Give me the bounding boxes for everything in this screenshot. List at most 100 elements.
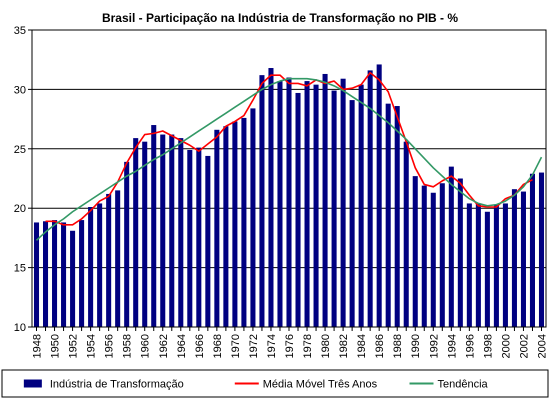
legend: Indústria de Transformação Média Móvel Tr… bbox=[1, 369, 549, 398]
bar-1983 bbox=[349, 100, 355, 327]
bar-1992 bbox=[430, 192, 436, 327]
bar-1968 bbox=[214, 129, 220, 327]
y-tick-label: 20 bbox=[14, 203, 26, 215]
y-tick-label: 10 bbox=[14, 322, 26, 334]
bar-1989 bbox=[403, 141, 409, 327]
x-tick-label: 1962 bbox=[158, 334, 170, 358]
bar-1952 bbox=[70, 230, 76, 327]
bar-1962 bbox=[160, 134, 166, 327]
bar-1959 bbox=[133, 138, 139, 327]
x-tick-label: 1952 bbox=[68, 334, 80, 358]
bar-1965 bbox=[187, 149, 193, 327]
x-tick-label: 1992 bbox=[428, 334, 440, 358]
bar-2001 bbox=[511, 189, 517, 327]
line-series bbox=[35, 71, 543, 241]
x-tick-label: 1968 bbox=[212, 334, 224, 358]
bar-1954 bbox=[88, 207, 94, 327]
bar-1974 bbox=[268, 68, 274, 328]
bar-1970 bbox=[232, 121, 238, 327]
x-tick-label: 1970 bbox=[230, 334, 242, 358]
bar-1975 bbox=[277, 81, 283, 327]
bar-1972 bbox=[250, 108, 256, 328]
bar-1953 bbox=[79, 220, 85, 327]
bar-1956 bbox=[106, 193, 112, 327]
bar-1950 bbox=[52, 220, 58, 327]
x-tick-label: 1980 bbox=[320, 334, 332, 358]
bar-1981 bbox=[331, 90, 337, 327]
x-tick-label: 2002 bbox=[518, 334, 530, 358]
bar-1964 bbox=[178, 138, 184, 327]
bar-1998 bbox=[484, 211, 490, 327]
bar-1980 bbox=[322, 73, 328, 328]
bar-1982 bbox=[340, 78, 346, 327]
bar-2002 bbox=[520, 191, 526, 327]
bar-series bbox=[33, 64, 545, 328]
x-tick-label: 1950 bbox=[50, 334, 62, 358]
x-tick-label: 1960 bbox=[140, 334, 152, 358]
x-tick-label: 1964 bbox=[176, 334, 188, 358]
x-tick-label: 1984 bbox=[356, 334, 368, 358]
bar-1949 bbox=[43, 221, 49, 327]
bar-1990 bbox=[412, 176, 418, 327]
y-tick-label: 30 bbox=[14, 84, 26, 96]
x-tick-label: 1976 bbox=[284, 334, 296, 358]
bar-1996 bbox=[466, 203, 472, 327]
bar-1986 bbox=[376, 64, 382, 328]
bar-1955 bbox=[97, 203, 103, 327]
bar-1993 bbox=[439, 183, 445, 327]
bar-2000 bbox=[502, 203, 508, 327]
x-tick-label: 1998 bbox=[482, 334, 494, 358]
legend-label: Tendência bbox=[438, 379, 489, 391]
y-tick-label: 25 bbox=[14, 144, 26, 156]
axes: 10 15 20 25 30 35 1948 1950 1952 1954 1956 1958 1960… bbox=[14, 25, 549, 358]
bar-1948 bbox=[33, 222, 40, 327]
y-tick-label: 15 bbox=[14, 263, 26, 275]
x-tick-label: 1994 bbox=[446, 334, 458, 358]
bar-1994 bbox=[448, 166, 454, 327]
bar-1969 bbox=[223, 126, 229, 327]
bar-1961 bbox=[151, 125, 157, 327]
bar-1958 bbox=[124, 161, 130, 327]
bar-1960 bbox=[142, 141, 148, 327]
x-tick-label: 1954 bbox=[86, 334, 98, 358]
bar-1978 bbox=[304, 81, 310, 327]
bar-1951 bbox=[61, 222, 67, 327]
bar-2003 bbox=[529, 173, 535, 327]
bar-2004 bbox=[538, 172, 545, 327]
x-tick-label: 1966 bbox=[194, 334, 206, 358]
bar-1999 bbox=[493, 204, 499, 327]
x-tick-label: 1986 bbox=[374, 334, 386, 358]
x-tick-label: 1988 bbox=[392, 334, 404, 358]
x-tick-label: 1982 bbox=[338, 334, 350, 358]
bar-1987 bbox=[385, 103, 391, 327]
bar-1957 bbox=[115, 190, 121, 327]
legend-swatch bbox=[23, 379, 42, 388]
series-line-tendencia bbox=[35, 77, 543, 241]
x-tick-label: 1990 bbox=[410, 334, 422, 358]
bar-1985 bbox=[367, 70, 373, 327]
bar-1971 bbox=[241, 117, 247, 327]
x-tick-label: 1958 bbox=[122, 334, 134, 358]
y-tick-label: 35 bbox=[14, 25, 26, 37]
bar-1995 bbox=[457, 178, 463, 327]
legend-label: Média Móvel Três Anos bbox=[263, 379, 378, 391]
x-tick-label: 1972 bbox=[248, 334, 260, 358]
bar-1967 bbox=[205, 155, 211, 327]
bar-1991 bbox=[421, 185, 427, 327]
bar-1997 bbox=[475, 203, 481, 327]
bar-1988 bbox=[394, 106, 400, 327]
bar-1976 bbox=[286, 77, 292, 328]
chart-title: Brasil - Participação na Indústria de Tr… bbox=[102, 11, 458, 25]
x-tick-label: 1956 bbox=[104, 334, 116, 358]
series-line-media-movel-tres-anos bbox=[45, 71, 533, 226]
bar-1973 bbox=[259, 75, 265, 327]
x-tick-label: 1978 bbox=[302, 334, 314, 358]
bar-1984 bbox=[358, 84, 364, 327]
x-tick-label: 1974 bbox=[266, 334, 278, 358]
x-tick-label: 2004 bbox=[536, 334, 548, 358]
x-tick-label: 1948 bbox=[32, 334, 44, 358]
bar-1966 bbox=[196, 147, 202, 327]
x-tick-label: 2000 bbox=[500, 334, 512, 358]
bar-1979 bbox=[313, 84, 319, 327]
